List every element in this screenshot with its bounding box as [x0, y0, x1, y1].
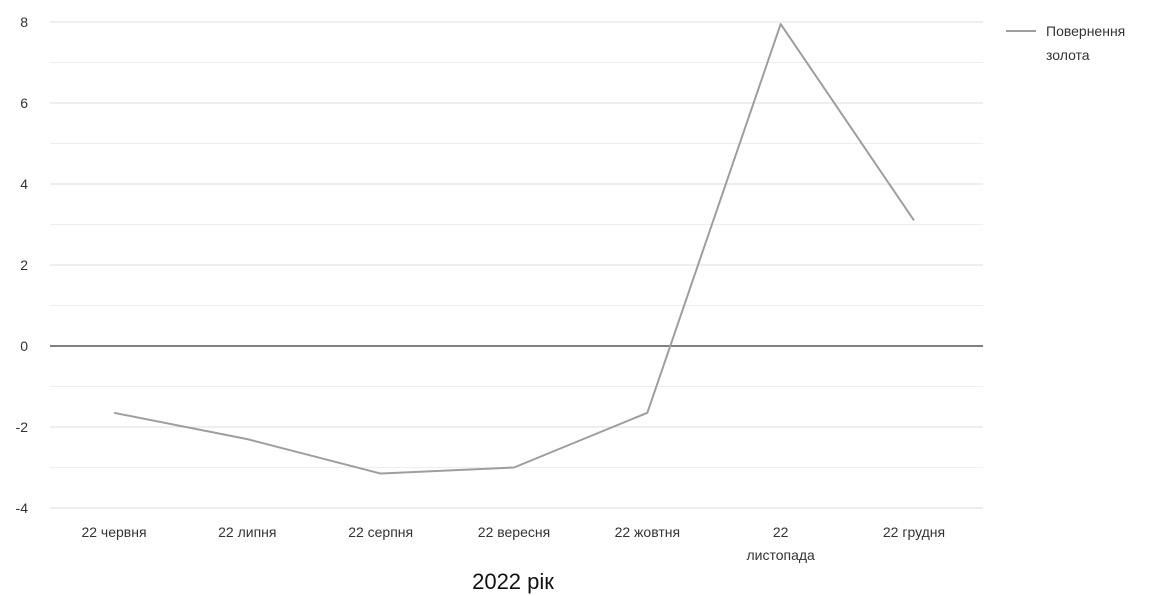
x-tick-label: 22 липня	[218, 524, 276, 540]
y-axis-ticks: -4 -2 0 2 4 6 8	[16, 14, 29, 516]
y-tick-label: -4	[16, 500, 29, 516]
legend-label: Повернення золота	[1046, 23, 1125, 63]
grid-lines	[50, 21, 983, 509]
x-axis-ticks: 22 червня 22 липня 22 серпня 22 вересня 22 ж…	[81, 524, 945, 563]
y-tick-label: 4	[20, 176, 28, 192]
x-tick-label: 22 жовтня	[615, 524, 680, 540]
series-lines	[113, 23, 915, 475]
legend: Повернення золота	[1006, 23, 1125, 63]
y-tick-label: 2	[20, 257, 28, 273]
y-tick-label: 6	[20, 95, 28, 111]
x-tick-label: 22 червня	[81, 524, 146, 540]
y-tick-label: 8	[20, 14, 28, 30]
x-tick-label: 22 серпня	[348, 524, 413, 540]
x-tick-label: 22 листопада	[746, 524, 815, 563]
x-tick-label: 22 вересня	[478, 524, 550, 540]
x-axis-title: 2022 рік	[472, 569, 554, 594]
y-tick-label: -2	[16, 419, 29, 435]
series-line	[113, 23, 915, 475]
y-tick-label: 0	[20, 338, 28, 354]
x-tick-label: 22 грудня	[883, 524, 945, 540]
